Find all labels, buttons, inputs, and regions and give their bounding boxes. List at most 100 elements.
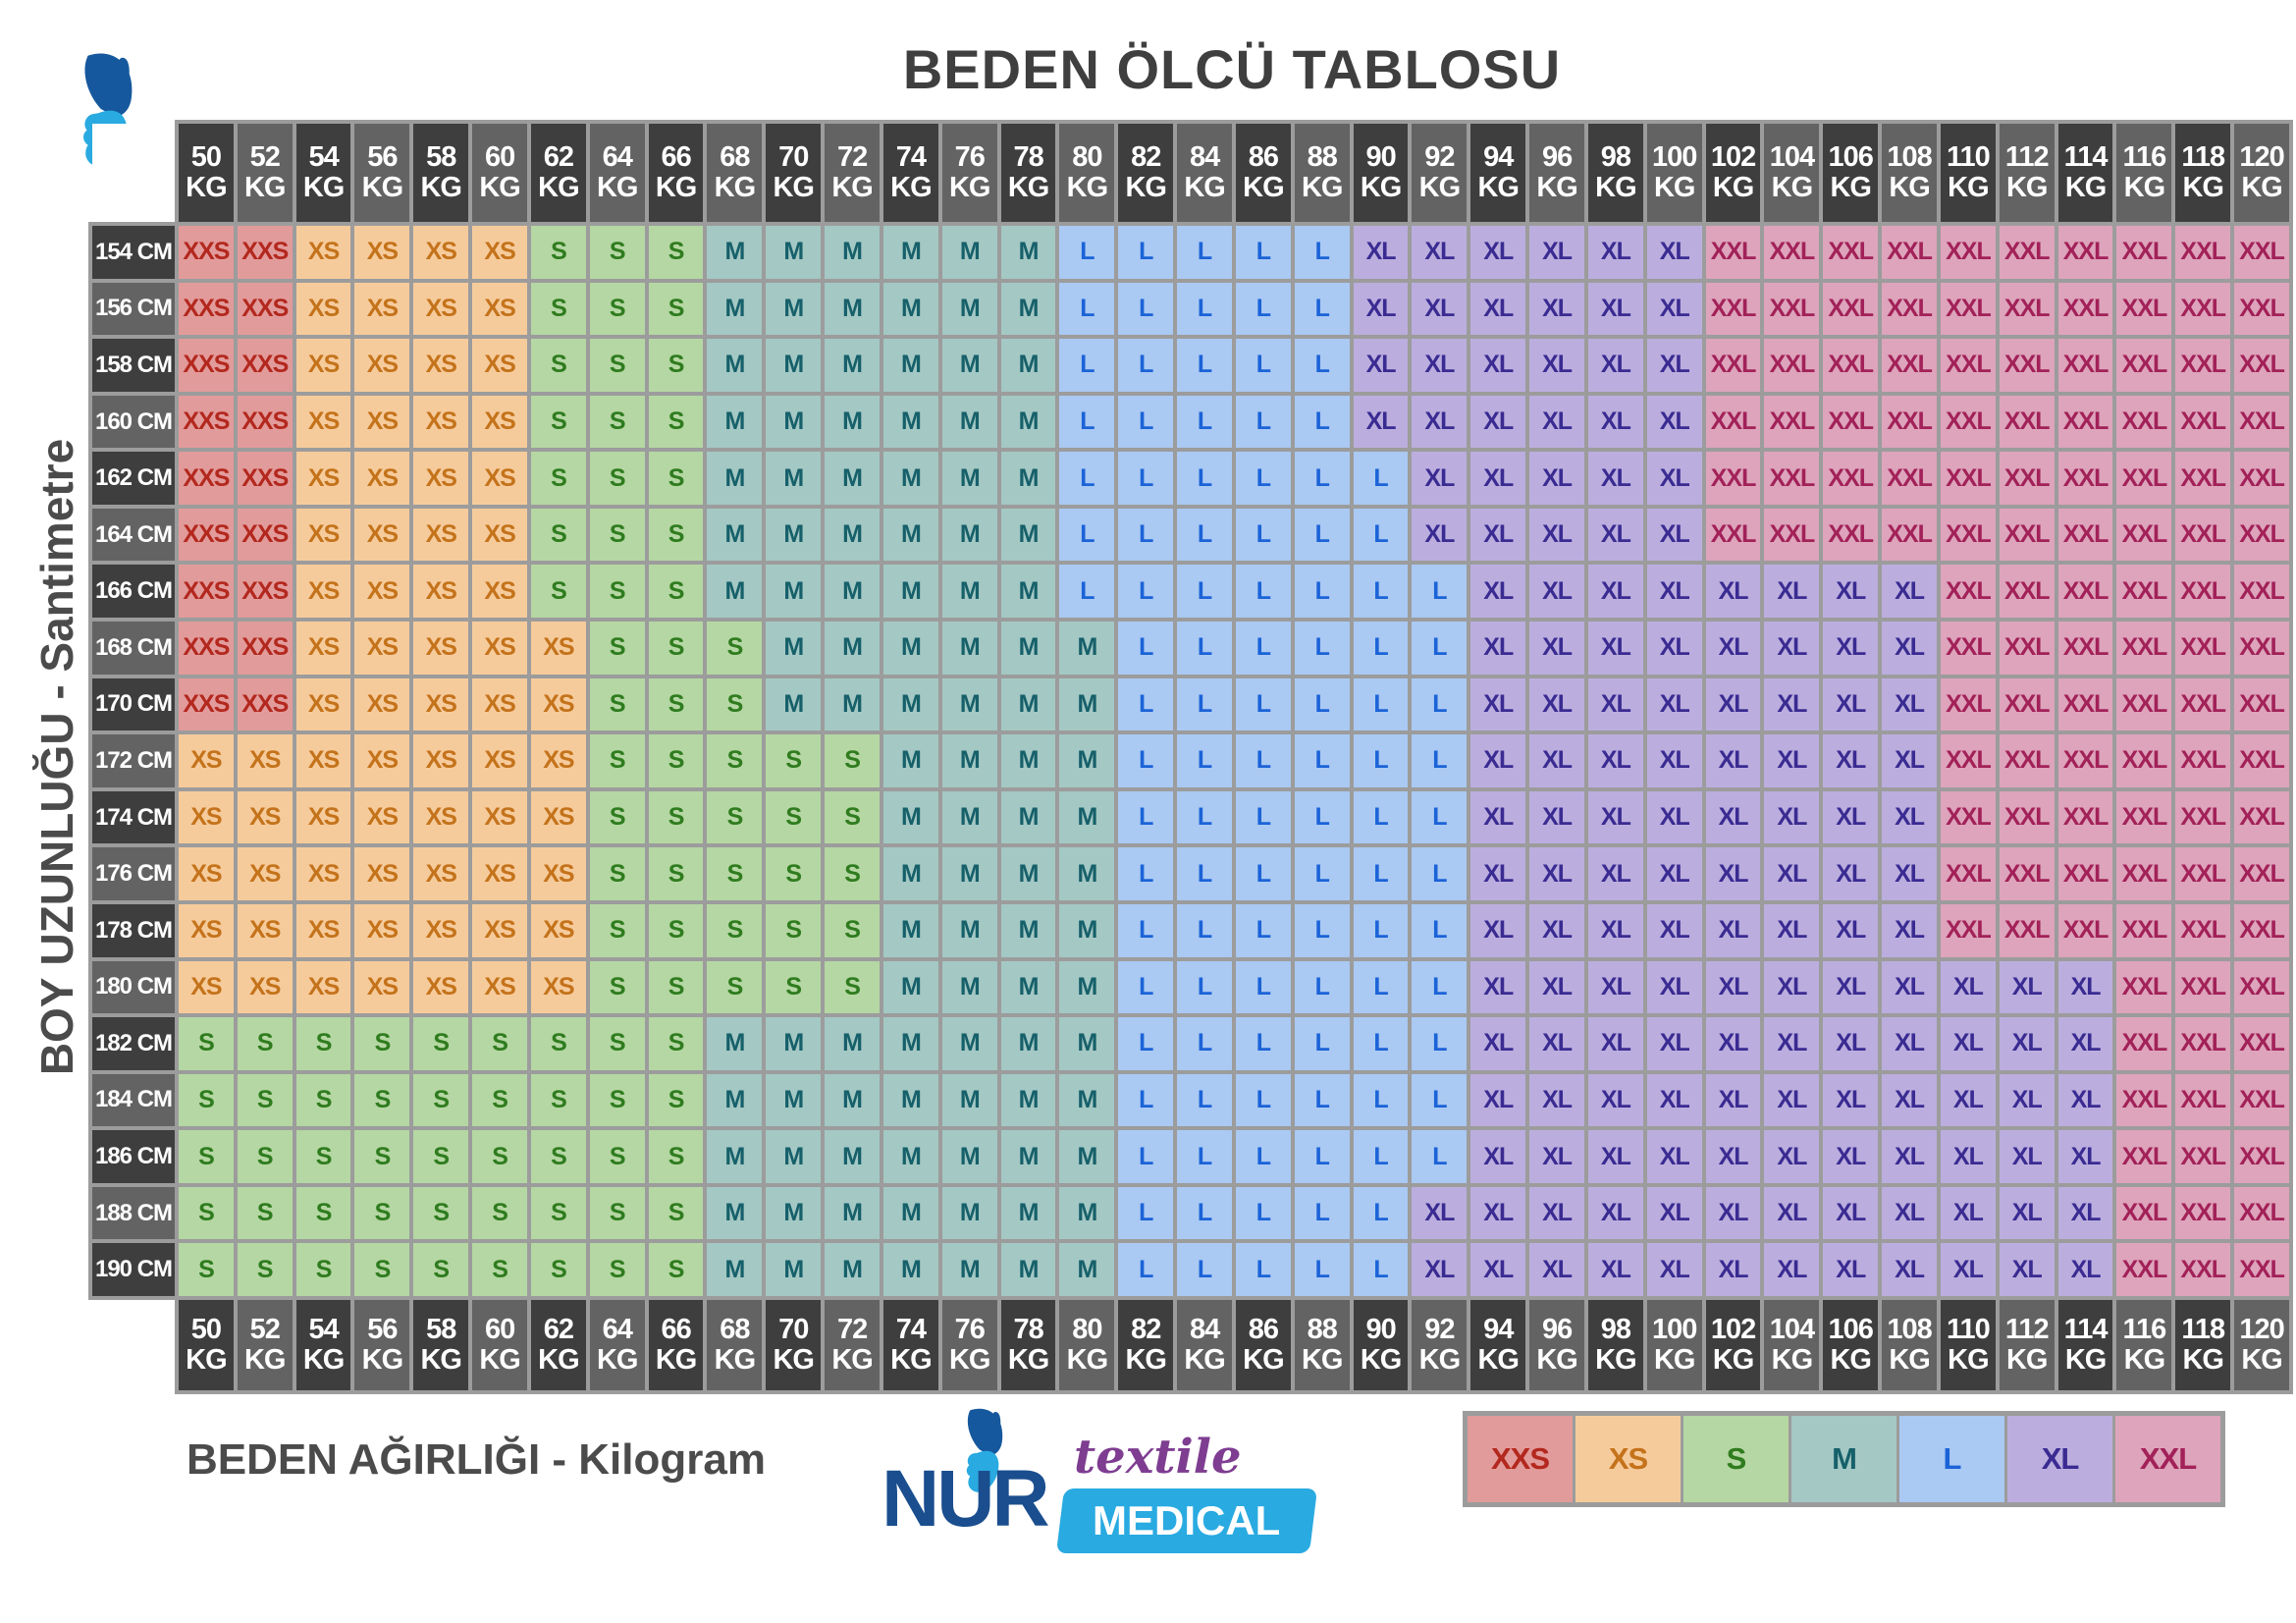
size-cell: M [825, 1073, 880, 1127]
size-cell: XXL [1882, 508, 1937, 562]
size-cell: XS [413, 960, 469, 1014]
size-cell: XL [1764, 734, 1820, 787]
size-cell: XL [1587, 847, 1643, 900]
size-cell: XXL [2175, 1017, 2231, 1070]
size-cell: M [1000, 1243, 1056, 1296]
size-cell: XXL [2116, 508, 2172, 562]
size-cell: XL [1529, 903, 1584, 957]
weight-header: 100 KG [1646, 124, 1702, 222]
size-cell: L [1118, 452, 1174, 505]
weight-footer: 120 KG [2234, 1300, 2289, 1390]
size-cell: XS [295, 282, 351, 336]
weight-header: 62 KG [530, 124, 586, 222]
size-cell: S [825, 903, 880, 957]
size-cell: XL [1940, 1073, 1996, 1127]
size-cell: XL [1823, 1130, 1879, 1183]
size-cell: L [1177, 1186, 1232, 1240]
size-cell: L [1177, 565, 1232, 619]
height-label: 158 CM [92, 339, 175, 392]
size-cell: XXL [2175, 1186, 2231, 1240]
size-cell: M [1059, 1073, 1115, 1127]
size-cell: S [648, 565, 704, 619]
weight-footer: 84 KG [1177, 1300, 1232, 1390]
size-cell: XL [1587, 1243, 1643, 1296]
size-cell: L [1177, 282, 1232, 336]
size-cell: XXL [2175, 903, 2231, 957]
size-cell: XL [1529, 282, 1584, 336]
size-cell: L [1177, 452, 1232, 505]
weight-header: 64 KG [589, 124, 645, 222]
size-cell: M [1000, 226, 1056, 279]
size-cell: XXL [2175, 282, 2231, 336]
size-cell: M [882, 1243, 938, 1296]
size-cell: L [1235, 1130, 1291, 1183]
size-cell: XXL [1940, 339, 1996, 392]
size-cell: M [882, 847, 938, 900]
size-cell: XXS [237, 395, 293, 449]
size-cell: L [1235, 734, 1291, 787]
size-cell: XL [1529, 622, 1584, 675]
size-cell: XXL [1940, 395, 1996, 449]
size-cell: L [1177, 339, 1232, 392]
size-cell: XL [1470, 339, 1526, 392]
size-cell: L [1235, 790, 1291, 844]
size-cell: L [1177, 903, 1232, 957]
size-cell: XL [1646, 1186, 1702, 1240]
size-cell: XL [1646, 395, 1702, 449]
size-cell: XS [413, 282, 469, 336]
size-cell: XXL [2175, 508, 2231, 562]
size-cell: L [1235, 677, 1291, 731]
size-cell: XXL [1764, 226, 1820, 279]
size-cell: M [766, 677, 822, 731]
size-cell: XL [1764, 847, 1820, 900]
size-cell: XS [295, 847, 351, 900]
size-cell: XXL [1882, 282, 1937, 336]
size-cell: M [707, 226, 763, 279]
size-cell: XL [1823, 847, 1879, 900]
size-cell: XXS [179, 677, 234, 731]
size-cell: XXL [2116, 1130, 2172, 1183]
height-label: 164 CM [92, 508, 175, 562]
size-cell: XXL [1940, 226, 1996, 279]
size-cell: XXL [1940, 508, 1996, 562]
size-cell: XS [413, 508, 469, 562]
weight-footer: 54 KG [295, 1300, 351, 1390]
size-cell: S [354, 1073, 410, 1127]
size-cell: S [648, 677, 704, 731]
size-cell: M [825, 226, 880, 279]
size-cell: XS [530, 903, 586, 957]
size-cell: L [1412, 847, 1468, 900]
size-cell: XL [1529, 508, 1584, 562]
size-cell: XS [413, 395, 469, 449]
size-cell: S [530, 1186, 586, 1240]
size-cell: XS [472, 903, 527, 957]
weight-footer: 86 KG [1235, 1300, 1291, 1390]
weight-header: 98 KG [1587, 124, 1643, 222]
size-cell: XL [1529, 1073, 1584, 1127]
size-cell: XXL [2116, 790, 2172, 844]
size-cell: XL [1882, 1243, 1937, 1296]
weight-header: 52 KG [237, 124, 293, 222]
size-cell: XXL [1705, 508, 1761, 562]
size-cell: XS [413, 734, 469, 787]
size-cell: XL [1882, 677, 1937, 731]
size-cell: M [882, 339, 938, 392]
table-corner [92, 124, 175, 222]
size-cell: XL [1529, 339, 1584, 392]
size-cell: L [1294, 226, 1350, 279]
size-cell: XS [295, 790, 351, 844]
size-cell: XXL [1999, 452, 2055, 505]
weight-footer: 68 KG [707, 1300, 763, 1390]
size-cell: XL [1353, 226, 1409, 279]
size-cell: XL [2057, 960, 2113, 1014]
weight-footer: 98 KG [1587, 1300, 1643, 1390]
size-cell: S [766, 734, 822, 787]
size-cell: XL [1764, 1243, 1820, 1296]
size-cell: XL [1705, 1243, 1761, 1296]
size-cell: S [589, 452, 645, 505]
size-cell: XL [2057, 1243, 2113, 1296]
size-cell: M [941, 339, 997, 392]
size-cell: S [707, 903, 763, 957]
height-label: 182 CM [92, 1017, 175, 1070]
size-cell: XL [1646, 790, 1702, 844]
